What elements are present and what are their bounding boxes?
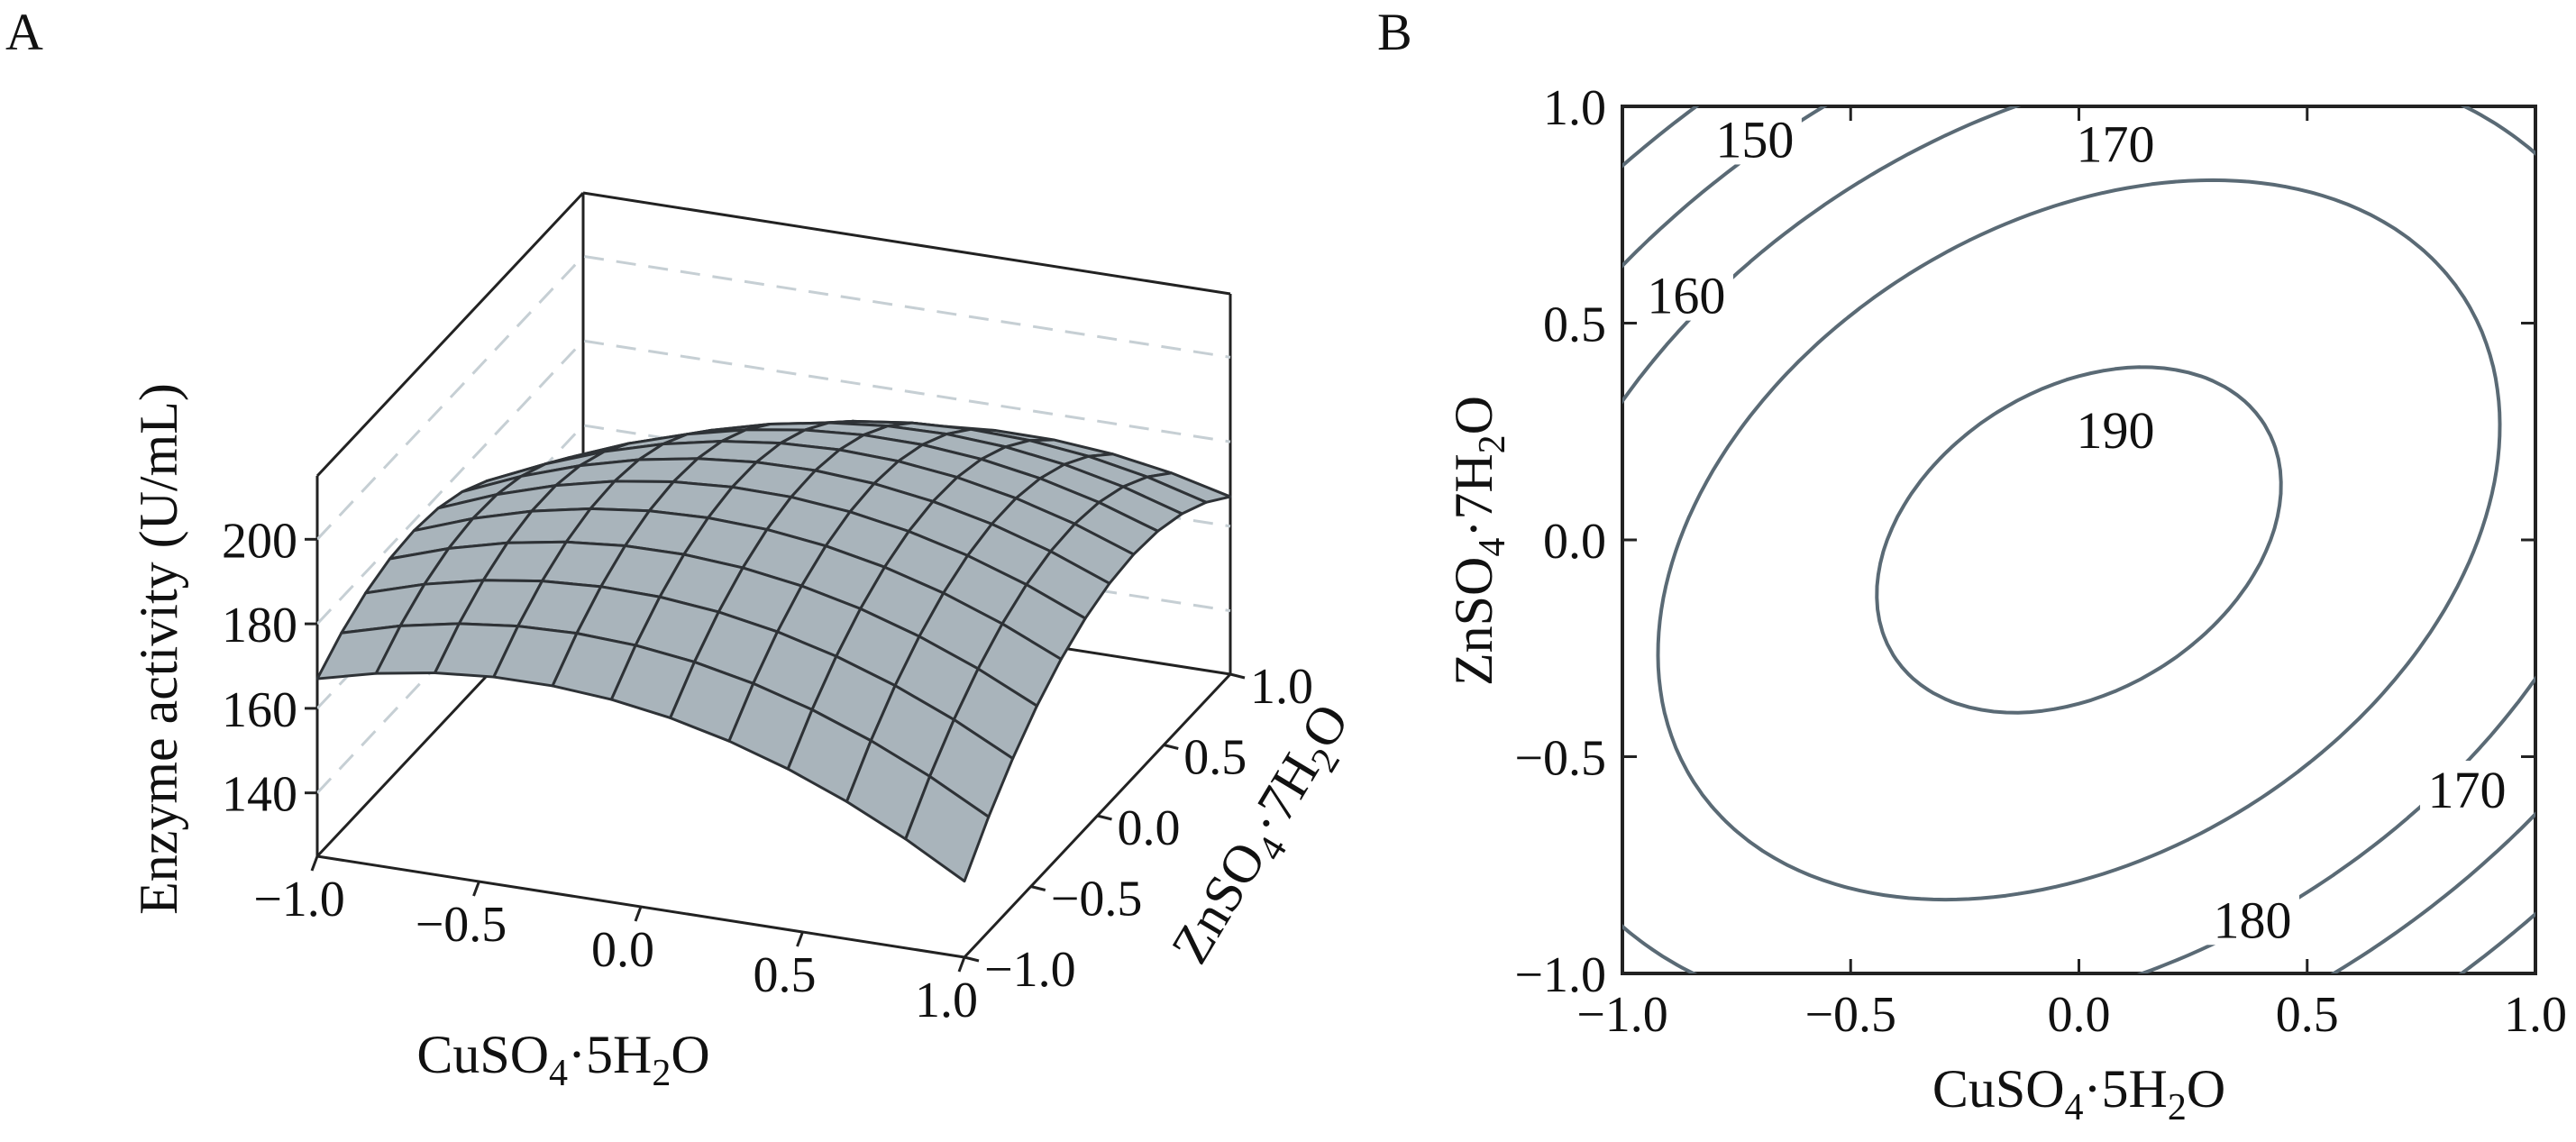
contour-label-backing: [2069, 400, 2163, 455]
contour-label: 150: [1715, 110, 1794, 169]
y-tick-label: −1.0: [1514, 947, 1606, 1003]
y-tick-label: 0.0: [1543, 514, 1606, 570]
contour-label: 180: [2213, 891, 2291, 949]
y-tick-label: −0.5: [1051, 872, 1143, 927]
y-axis-title: ZnSO4·7H2O: [1444, 396, 1513, 686]
z-axis-title: Enzyme activity (U/mL): [129, 383, 188, 915]
x-tick-label: 0.5: [2276, 987, 2339, 1043]
y-tick-mark: [964, 955, 980, 963]
contour-plot-axis-labels: CuSO4·5H2O ZnSO4·7H2O: [1444, 396, 2225, 1128]
contour-label-backing: [1707, 110, 1802, 165]
z-gridline: [315, 339, 1231, 626]
y-tick-mark: [1163, 744, 1179, 750]
x-tick-label: 1.0: [2504, 987, 2567, 1043]
contour-plot-ticks: −1.0 −0.5 0.0 0.5 1.0 −1.0 −0.5 0.0 0.5 1.0: [1514, 80, 2567, 1043]
y-tick-mark: [1229, 672, 1246, 680]
z-tick-label: 160: [222, 682, 297, 738]
x-tick-label: −0.5: [416, 897, 507, 953]
x-tick-label: 0.0: [2048, 987, 2111, 1043]
panel-label-b: B: [1377, 3, 1412, 61]
z-tick-label: 140: [222, 767, 297, 823]
x-tick-mark: [957, 956, 966, 973]
y-tick-label: 1.0: [1543, 80, 1606, 136]
contour-label: 160: [1647, 267, 1725, 325]
contour-line: [1875, 365, 2283, 715]
x-axis-title: CuSO4·5H2O: [1932, 1059, 2225, 1128]
box-edge-top-right: [582, 191, 1231, 296]
contour-label: 190: [2077, 401, 2155, 460]
z-gridline: [315, 254, 1231, 541]
x-tick-mark: [634, 906, 643, 922]
contour-line: [1622, 106, 2535, 973]
contour-label-backing: [2069, 114, 2163, 169]
y-tick-label: 0.5: [1183, 730, 1247, 786]
x-tick-mark: [310, 855, 319, 872]
box-edge-top-left: [315, 191, 585, 478]
x-tick-label: 0.5: [754, 947, 817, 1003]
z-tick-label: 200: [222, 513, 297, 569]
contour-label-backing: [1639, 266, 1733, 321]
contour-label-backing: [2420, 760, 2515, 815]
y-tick-mark: [1030, 885, 1046, 891]
x-axis-title: CuSO4·5H2O: [416, 1025, 709, 1094]
surface-facet: [904, 774, 991, 883]
y-tick-label: −0.5: [1514, 731, 1606, 787]
response-surface: [315, 419, 1232, 883]
y-tick-label: 1.0: [1250, 659, 1313, 715]
panel-label-a: A: [5, 3, 43, 61]
y-tick-mark: [1097, 814, 1112, 821]
x-tick-mark: [472, 881, 480, 897]
y-tick-label: 0.5: [1543, 297, 1606, 353]
x-tick-label: 1.0: [915, 973, 978, 1028]
x-tick-mark: [796, 931, 804, 947]
z-tick-label: 180: [222, 598, 297, 653]
y-tick-label: −1.0: [984, 942, 1076, 998]
contour-line: [1656, 178, 2502, 902]
contour-plot-frame: [1621, 105, 2537, 975]
contour-label: 170: [2077, 114, 2155, 173]
y-tick-label: 0.0: [1118, 800, 1181, 856]
x-tick-label: −0.5: [1804, 987, 1896, 1043]
contour-label: 170: [2428, 761, 2507, 819]
x-tick-label: 0.0: [591, 922, 654, 978]
x-tick-label: −1.0: [1576, 987, 1668, 1043]
x-tick-label: −1.0: [253, 872, 345, 927]
contour-labels: 150 170 160 190 170 180: [1639, 110, 2515, 949]
contour-label-backing: [2205, 891, 2299, 946]
